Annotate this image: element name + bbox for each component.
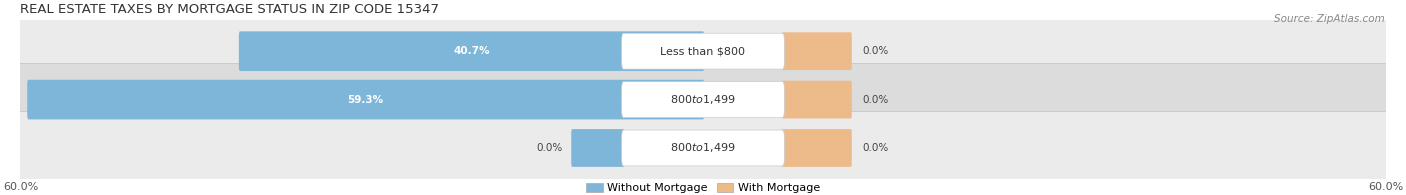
Text: $800 to $1,499: $800 to $1,499 bbox=[671, 142, 735, 154]
FancyBboxPatch shape bbox=[782, 81, 852, 118]
FancyBboxPatch shape bbox=[782, 32, 852, 70]
FancyBboxPatch shape bbox=[11, 15, 1395, 88]
FancyBboxPatch shape bbox=[27, 80, 704, 119]
FancyBboxPatch shape bbox=[11, 63, 1395, 136]
FancyBboxPatch shape bbox=[621, 82, 785, 118]
FancyBboxPatch shape bbox=[239, 31, 704, 71]
FancyBboxPatch shape bbox=[571, 129, 624, 167]
Text: 0.0%: 0.0% bbox=[537, 143, 562, 153]
FancyBboxPatch shape bbox=[11, 112, 1395, 184]
Text: 0.0%: 0.0% bbox=[862, 46, 889, 56]
Text: 0.0%: 0.0% bbox=[862, 143, 889, 153]
FancyBboxPatch shape bbox=[621, 130, 785, 166]
Text: Source: ZipAtlas.com: Source: ZipAtlas.com bbox=[1274, 14, 1385, 24]
Text: 0.0%: 0.0% bbox=[862, 95, 889, 105]
Text: 59.3%: 59.3% bbox=[347, 95, 384, 105]
Text: 40.7%: 40.7% bbox=[453, 46, 489, 56]
Text: $800 to $1,499: $800 to $1,499 bbox=[671, 93, 735, 106]
Text: Less than $800: Less than $800 bbox=[661, 46, 745, 56]
FancyBboxPatch shape bbox=[782, 129, 852, 167]
Text: REAL ESTATE TAXES BY MORTGAGE STATUS IN ZIP CODE 15347: REAL ESTATE TAXES BY MORTGAGE STATUS IN … bbox=[21, 3, 440, 16]
Legend: Without Mortgage, With Mortgage: Without Mortgage, With Mortgage bbox=[586, 183, 820, 193]
FancyBboxPatch shape bbox=[621, 33, 785, 69]
